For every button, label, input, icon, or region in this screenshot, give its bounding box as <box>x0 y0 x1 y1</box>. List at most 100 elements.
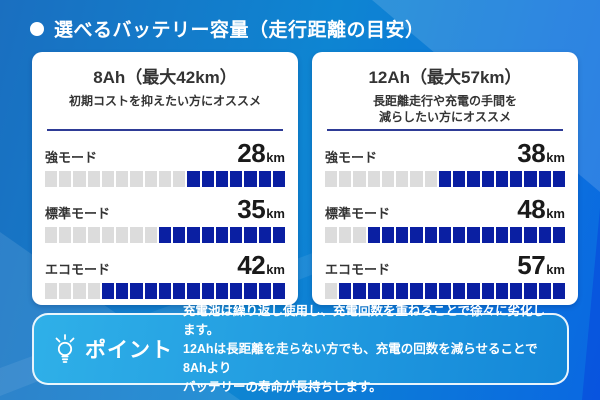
bar-segment-filled <box>116 283 129 299</box>
bar-segment-filled <box>524 171 537 187</box>
bar-segment-empty <box>87 171 100 187</box>
bar-segment-filled <box>453 171 466 187</box>
bar-segment-empty <box>339 171 352 187</box>
card-subtitle-line: 長距離走行や充電の手間を <box>372 94 517 108</box>
distance-bar <box>325 227 565 243</box>
bar-segment-filled <box>244 227 257 243</box>
mode-row-standard: 標準モード 35km <box>45 194 285 243</box>
bar-segment-empty <box>173 171 186 187</box>
bar-segment-empty <box>396 171 409 187</box>
note-text-line: 12Ahは長距離を走らない方でも、充電の回数を減らせることで8Ahより <box>183 341 538 375</box>
bar-segment-filled <box>453 283 466 299</box>
bar-segment-filled <box>538 171 551 187</box>
bar-segment-filled <box>424 283 437 299</box>
bar-segment-filled <box>524 283 537 299</box>
bar-segment-filled <box>510 227 523 243</box>
bar-segment-filled <box>495 171 509 187</box>
distance-value: 35km <box>237 194 285 225</box>
distance-bar <box>45 227 285 243</box>
bar-segment-filled <box>173 227 186 243</box>
distance-unit: km <box>266 262 285 277</box>
bar-segment-empty <box>353 227 366 243</box>
bar-segment-empty <box>73 227 86 243</box>
bullet-icon <box>30 21 44 36</box>
bar-segment-filled <box>258 227 271 243</box>
distance-unit: km <box>266 150 285 165</box>
distance-number: 42 <box>237 250 266 280</box>
bar-segment-filled <box>130 283 143 299</box>
bar-segment-empty <box>353 171 366 187</box>
mode-label: 強モード <box>45 150 98 165</box>
bar-segment-filled <box>538 283 551 299</box>
bar-segment-filled <box>215 283 229 299</box>
bar-segment-empty <box>325 283 338 299</box>
bar-segment-filled <box>438 227 452 243</box>
bar-segment-empty <box>59 283 72 299</box>
bar-segment-filled <box>230 283 243 299</box>
bar-segment-filled <box>215 227 229 243</box>
divider <box>47 129 283 131</box>
bar-segment-filled <box>230 171 243 187</box>
bar-segment-empty <box>59 171 72 187</box>
mode-label: 強モード <box>325 150 378 165</box>
bar-segment-filled <box>158 283 172 299</box>
bar-segment-filled <box>438 171 452 187</box>
bar-segment-filled <box>481 227 494 243</box>
bar-segment-empty <box>101 171 115 187</box>
bar-segment-empty <box>367 171 380 187</box>
bar-segment-empty <box>59 227 72 243</box>
bar-segment-filled <box>201 171 214 187</box>
bar-segment-filled <box>495 283 509 299</box>
distance-value: 57km <box>517 250 565 281</box>
bar-segment-filled <box>258 283 271 299</box>
mode-row-standard: 標準モード 48km <box>325 194 565 243</box>
bar-segment-filled <box>410 283 423 299</box>
divider <box>327 129 563 131</box>
bar-segment-filled <box>538 227 551 243</box>
bar-segment-filled <box>367 283 380 299</box>
card-subtitle: 長距離走行や充電の手間を 減らしたい方にオススメ <box>325 93 565 129</box>
card-title: 12Ah（最大57km） <box>368 68 522 87</box>
point-note: ポイント 充電池は繰り返し使用し、充電回数を重ねることで徐々に劣化します。 12… <box>32 304 569 394</box>
distance-number: 28 <box>237 138 266 168</box>
distance-number: 48 <box>517 194 546 224</box>
distance-value: 28km <box>237 138 285 169</box>
distance-value: 48km <box>517 194 565 225</box>
bar-segment-filled <box>367 227 380 243</box>
distance-value: 42km <box>237 250 285 281</box>
bar-segment-filled <box>410 227 423 243</box>
distance-unit: km <box>546 262 565 277</box>
bar-segment-filled <box>144 283 157 299</box>
bar-segment-empty <box>339 227 352 243</box>
bar-segment-filled <box>101 283 115 299</box>
bar-segment-filled <box>396 283 409 299</box>
row-head: エコモード 57km <box>325 250 565 281</box>
bar-segment-empty <box>45 227 58 243</box>
mode-row-strong: 強モード 38km <box>325 138 565 187</box>
bar-segment-filled <box>230 227 243 243</box>
bar-segment-empty <box>381 171 395 187</box>
mode-row-eco: エコモード 57km <box>325 250 565 299</box>
bar-segment-filled <box>244 171 257 187</box>
bar-segment-empty <box>45 171 58 187</box>
bar-segment-empty <box>410 171 423 187</box>
note-text-line: バッテリーの寿命が長持ちします。 <box>183 379 382 394</box>
note-text-line: 充電池は繰り返し使用し、充電回数を重ねることで徐々に劣化します。 <box>183 303 546 337</box>
bar-segment-empty <box>73 283 86 299</box>
note-text: 充電池は繰り返し使用し、充電回数を重ねることで徐々に劣化します。 12Ahは長距… <box>183 302 553 397</box>
bar-segment-filled <box>215 171 229 187</box>
bar-segment-filled <box>381 227 395 243</box>
battery-card-12ah: 12Ah（最大57km） 長距離走行や充電の手間を 減らしたい方にオススメ 強モ… <box>312 52 578 305</box>
page-title: 選べるバッテリー容量（走行距離の目安） <box>54 20 425 41</box>
note-heading: ポイント <box>48 333 173 365</box>
bar-segment-filled <box>396 227 409 243</box>
bar-segment-filled <box>552 171 565 187</box>
mode-label: 標準モード <box>45 206 111 221</box>
bar-segment-empty <box>130 227 143 243</box>
bar-segment-empty <box>45 283 58 299</box>
bar-segment-empty <box>424 171 437 187</box>
bar-segment-filled <box>339 283 352 299</box>
bar-segment-empty <box>130 171 143 187</box>
bar-segment-filled <box>510 283 523 299</box>
